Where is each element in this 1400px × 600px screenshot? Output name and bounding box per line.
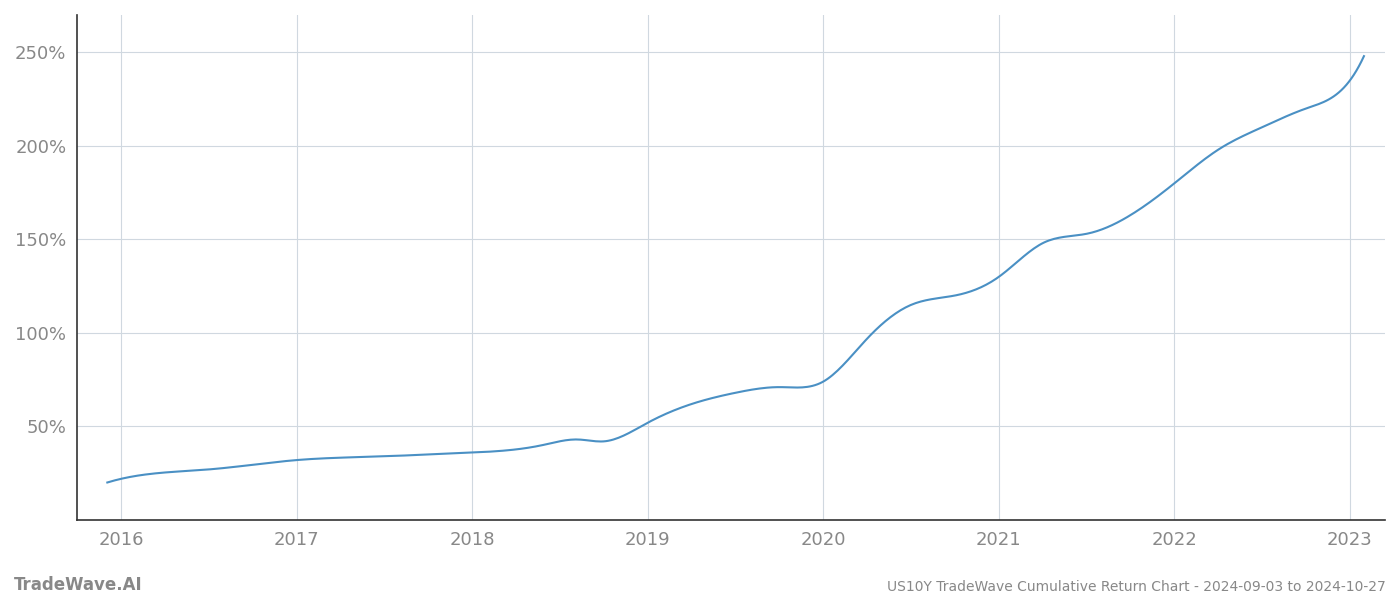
Text: US10Y TradeWave Cumulative Return Chart - 2024-09-03 to 2024-10-27: US10Y TradeWave Cumulative Return Chart … xyxy=(888,580,1386,594)
Text: TradeWave.AI: TradeWave.AI xyxy=(14,576,143,594)
